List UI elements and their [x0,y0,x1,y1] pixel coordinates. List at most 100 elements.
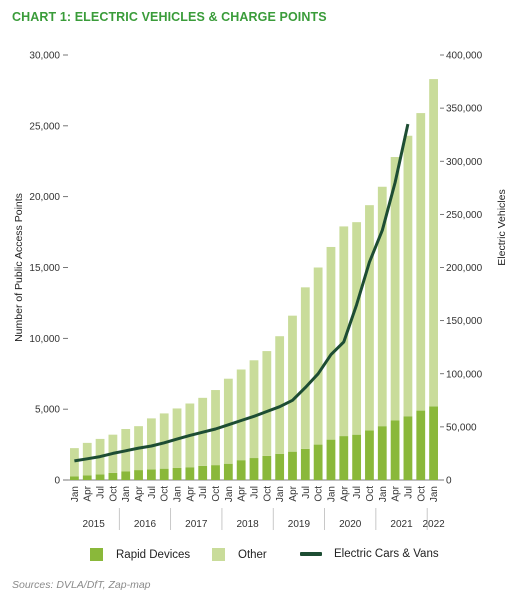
bar-rapid-devices [288,451,297,480]
line-electric-cars-vans [74,123,410,463]
bar-other [249,360,259,459]
x-tick-label: Apr [185,485,196,501]
x-tick-label: Jan [429,486,440,502]
x-tick-label: Apr [134,485,145,501]
source-note: Sources: DVLA/DfT, Zap-map [12,579,151,591]
x-tick-label: Jul [198,486,209,499]
legend-label-rapid-devices: Rapid Devices [116,548,191,561]
bar-rapid-devices [185,467,195,480]
left-tick-label: 10,000 [29,334,60,345]
bar-rapid-devices [352,434,362,480]
right-tick-label: 300,000 [446,157,483,168]
bar-other [236,369,246,461]
year-label: 2019 [288,519,311,530]
x-tick-label: Oct [314,486,325,502]
bar-rapid-devices [95,474,105,480]
left-tick-label: 5,000 [35,405,60,416]
x-tick-label: Apr [339,485,350,501]
x-tick-label: Apr [288,485,299,501]
bar-rapid-devices [172,467,182,480]
x-tick-label: Jan [326,486,337,502]
legend-item-rapid-devices: Rapid Devices [90,548,190,561]
bar-other [390,157,400,421]
x-tick-label: Jul [147,486,158,499]
bar-rapid-devices [403,416,413,480]
bar-rapid-devices [159,468,169,480]
left-axis-label: Number of Public Access Points [13,193,25,342]
bar-rapid-devices [198,465,208,480]
bar-other [352,222,362,435]
bar-other [339,226,349,437]
bar-rapid-devices [223,463,233,480]
bar-other [262,351,272,456]
bar-other [223,378,233,464]
electric-cars-vans-swatch [300,552,322,556]
left-tick-label: 30,000 [29,51,60,62]
bar-other [288,315,297,452]
x-tick-label: Jan [70,486,81,502]
x-tick-label: Jul [301,486,312,499]
right-tick-label: 350,000 [446,104,483,115]
chart: 0 5,000 10,000 15,000 20,000 25,000 30,000 0 50,… [13,51,508,530]
right-axis-label: Electric Vehicles [496,189,508,265]
bar-other [326,246,336,440]
chart-title: CHART 1: ELECTRIC VEHICLES & CHARGE POIN… [12,10,327,24]
bar-other [365,205,374,431]
x-tick-label: Jan [121,486,132,502]
legend: Rapid Devices Other Electric Cars & Vans [0,548,529,568]
x-tick-label: Oct [262,486,273,502]
x-tick-label: Oct [108,486,119,502]
legend-label-other: Other [238,548,267,561]
bar-other [403,135,413,417]
bar-other [70,448,79,477]
bar-rapid-devices [300,448,310,480]
x-tick-label: Jan [378,486,389,502]
x-tick-label: Oct [160,486,171,502]
year-label: 2017 [185,519,208,530]
year-label: 2018 [236,519,259,530]
left-tick-label: 0 [54,476,60,487]
bar-rapid-devices [134,470,143,480]
x-tick-label: Jul [96,486,107,499]
x-tick-label: Apr [237,485,248,501]
bar-rapid-devices [82,475,92,480]
x-tick-label: Oct [365,486,376,502]
x-tick-label: Jan [173,486,184,502]
x-tick-label: Oct [211,486,222,502]
bar-rapid-devices [146,469,156,480]
bar-other [159,413,169,469]
year-label: 2016 [134,519,157,530]
year-label: 2015 [83,519,106,530]
year-label: 2022 [422,519,445,530]
bar-other [416,113,426,411]
bar-rapid-devices [313,444,323,480]
bar-rapid-devices [365,430,374,480]
other-swatch [212,548,225,561]
bar-other [313,267,323,445]
right-tick-label: 100,000 [446,369,483,380]
bar-rapid-devices [339,436,349,480]
bar-rapid-devices [275,453,285,480]
year-label: 2021 [390,519,413,530]
x-tick-label: Jul [352,486,363,499]
right-tick-label: 50,000 [446,422,477,433]
bar-rapid-devices [377,426,387,480]
x-tick-label: Apr [391,485,402,501]
x-tick-label: Jul [250,486,261,499]
bar-rapid-devices [249,458,259,480]
bar-other [275,336,285,454]
right-tick-label: 400,000 [446,51,483,62]
bar-rapid-devices [262,455,272,480]
right-tick-label: 0 [446,476,452,487]
x-tick-label: Jan [275,486,286,502]
legend-item-other: Other [212,548,267,561]
rapid-devices-swatch [90,548,103,561]
x-tick-label: Jan [224,486,235,502]
bar-rapid-devices [390,420,400,480]
bar-rapid-devices [236,460,246,480]
bar-rapid-devices [108,472,118,480]
left-tick-label: 15,000 [29,263,60,274]
right-tick-label: 200,000 [446,263,483,274]
bar-other [429,79,438,407]
x-tick-label: Jul [403,486,414,499]
